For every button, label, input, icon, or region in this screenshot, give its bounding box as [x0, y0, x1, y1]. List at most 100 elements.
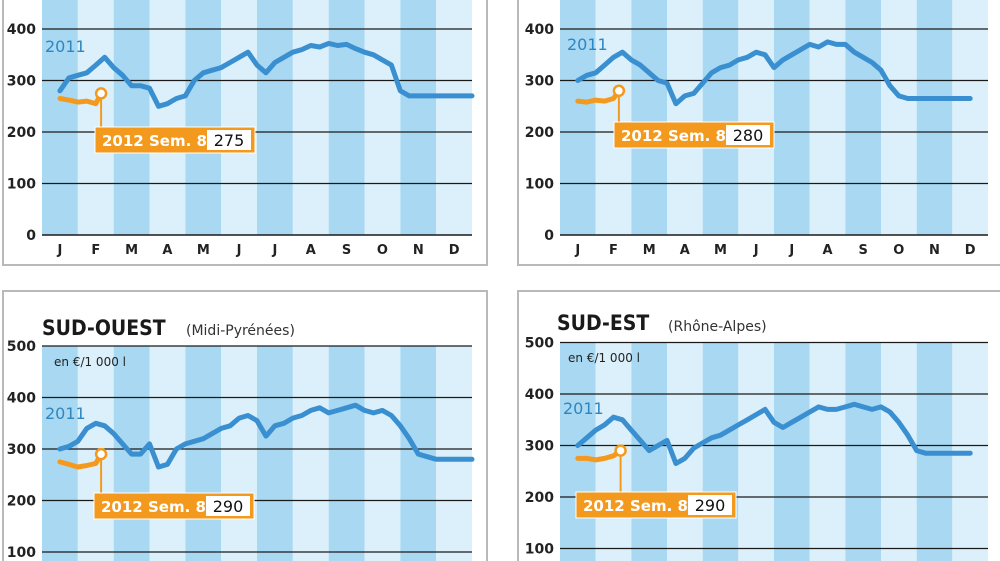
- annotation-value: 275: [214, 131, 245, 150]
- series-label-2011: 2011: [45, 404, 86, 423]
- annotation-value-box: [207, 130, 251, 150]
- month-band-o: [881, 343, 917, 561]
- y-tick-label: 400: [7, 391, 36, 407]
- series-line-2011: [57, 40, 475, 109]
- x-tick-label-j: J: [753, 243, 759, 258]
- gridlines: [42, 345, 472, 553]
- month-band-d: [436, 0, 472, 235]
- y-tick-label: 300: [525, 439, 554, 455]
- month-band-d: [436, 346, 472, 561]
- y-tick-label: 200: [525, 125, 554, 141]
- x-tick-label-o: O: [893, 243, 904, 258]
- month-band-j: [42, 346, 78, 561]
- y-tick-label: 200: [525, 490, 554, 506]
- x-tick-label-a: A: [680, 243, 690, 258]
- month-band-m: [702, 0, 739, 235]
- month-band-j: [774, 0, 810, 235]
- month-band-j: [42, 0, 78, 235]
- x-tick-label-f: F: [609, 243, 618, 258]
- series-lines: 2011: [45, 402, 475, 470]
- series-lines: 2011: [45, 37, 475, 109]
- unit-label: en €/1 000 l: [568, 351, 640, 365]
- frame-bottom-left: [2, 290, 488, 561]
- y-tick-label: 0: [26, 228, 36, 244]
- annotation-dot: [614, 444, 627, 457]
- gridlines: [560, 341, 988, 550]
- month-band-o: [881, 0, 917, 235]
- series-line-2011: [57, 402, 475, 470]
- annotation-label: 2012 Sem. 8: [101, 498, 206, 516]
- y-tick-label: 100: [7, 545, 36, 561]
- annotation-value: 290: [695, 496, 726, 515]
- x-tick-label-s: S: [859, 243, 868, 258]
- y-tick-label: 300: [525, 74, 554, 90]
- y-tick-label: 0: [544, 228, 554, 244]
- series-lines: 2011: [567, 35, 973, 107]
- y-tick-label: 400: [525, 387, 554, 403]
- month-band-j: [738, 0, 774, 235]
- series-line-2012: [57, 451, 104, 470]
- y-tick-label: 200: [7, 125, 36, 141]
- y-axis-ticks: 0 100 200 300 400: [7, 22, 36, 244]
- series-line-2011: [575, 39, 973, 107]
- x-tick-label-m: M: [197, 243, 210, 258]
- frame-top-right: [517, 0, 1000, 266]
- annotation-value-box: [688, 495, 732, 515]
- month-band-j: [738, 343, 774, 561]
- frame-bottom-right: [517, 290, 1000, 561]
- y-tick-label: 300: [7, 74, 36, 90]
- panel-subtitle: (Rhône-Alpes): [668, 319, 767, 335]
- chart-panel-top-right: 0 100 200 300 400 J F M A M J J A S O N D 2011 2012 Sem…: [525, 0, 988, 258]
- series-label-2011: 2011: [563, 399, 604, 418]
- unit-label: en €/1 000 l: [54, 355, 126, 369]
- x-tick-label-f: F: [91, 243, 100, 258]
- month-band-j: [560, 0, 596, 235]
- y-tick-label: 200: [7, 494, 36, 510]
- series-line-2012: [575, 448, 624, 463]
- month-band-j: [221, 346, 257, 561]
- month-bands: [560, 0, 988, 235]
- y-tick-label: 500: [7, 339, 36, 355]
- panel-title: SUD-OUEST: [42, 316, 166, 340]
- y-axis-ticks: 0 100 200 300 400: [525, 22, 554, 244]
- x-tick-label-j: J: [236, 243, 242, 258]
- annotation-dot: [612, 84, 626, 98]
- month-band-s: [328, 346, 365, 561]
- y-tick-label: 500: [525, 336, 554, 352]
- month-band-f: [77, 0, 114, 235]
- month-band-n: [916, 0, 953, 235]
- month-band-j: [257, 346, 293, 561]
- x-tick-label-j: J: [788, 243, 794, 258]
- x-tick-label-j: J: [271, 243, 277, 258]
- month-band-m: [185, 346, 222, 561]
- x-tick-label-m: M: [125, 243, 138, 258]
- x-tick-label-j: J: [574, 243, 580, 258]
- month-bands: [42, 346, 472, 561]
- month-band-o: [364, 346, 401, 561]
- annotation-label: 2012 Sem. 8: [583, 497, 688, 515]
- month-band-a: [149, 0, 186, 235]
- x-tick-label-j: J: [56, 243, 62, 258]
- y-tick-label: 100: [7, 177, 36, 193]
- panel-subtitle: (Midi-Pyrénées): [186, 323, 295, 339]
- month-band-s: [845, 0, 881, 235]
- month-band-a: [667, 0, 703, 235]
- x-tick-label-s: S: [342, 243, 351, 258]
- month-band-m: [631, 0, 667, 235]
- annotation-group: 2012 Sem. 8 280: [612, 84, 775, 149]
- month-band-m: [185, 0, 222, 235]
- annotation-value: 290: [213, 497, 244, 516]
- y-tick-label: 100: [525, 177, 554, 193]
- annotation-dot: [94, 447, 108, 461]
- month-band-j: [774, 343, 810, 561]
- annotation-dot: [94, 87, 108, 100]
- x-tick-label-n: N: [413, 243, 424, 258]
- frame-top-left: [2, 0, 488, 266]
- annotation-value-box: [726, 125, 770, 145]
- annotation-label: 2012 Sem. 8: [102, 132, 207, 150]
- month-band-s: [845, 343, 881, 561]
- month-band-n: [400, 0, 437, 235]
